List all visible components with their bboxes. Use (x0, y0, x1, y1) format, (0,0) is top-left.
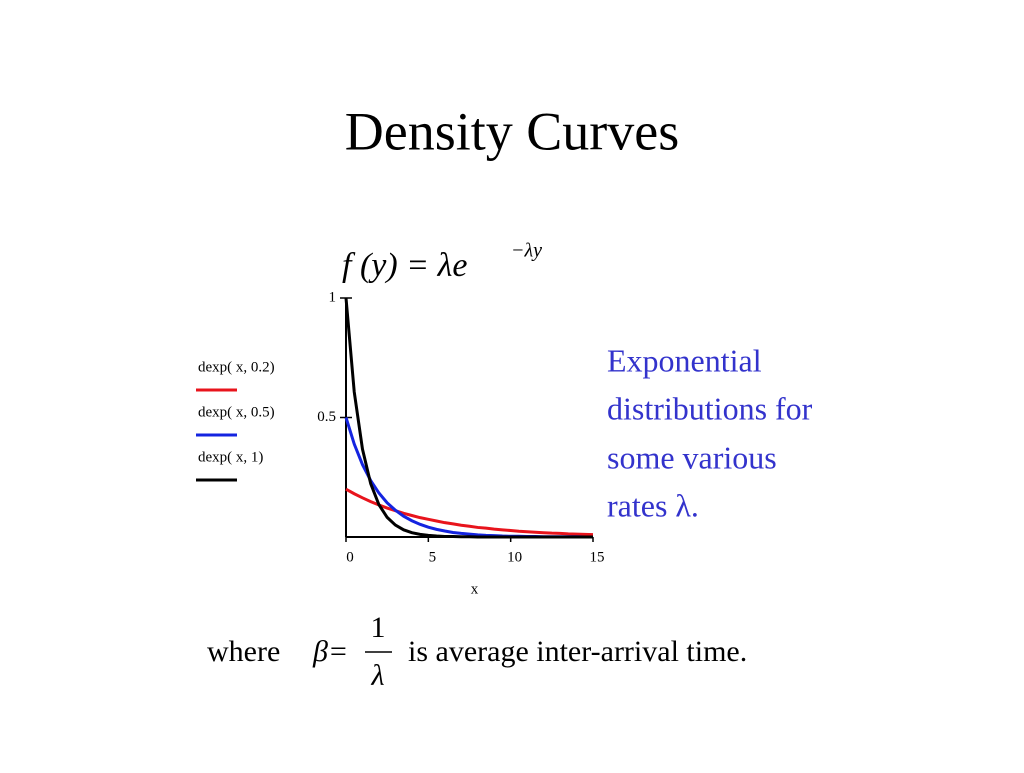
legend-label: dexp( x, 0.5) (198, 404, 275, 420)
y-tick-label: 0.5 (317, 409, 336, 425)
slide-title: Density Curves (345, 101, 679, 161)
legend-label: dexp( x, 0.2) (198, 359, 275, 375)
formula-exponent: −λy (511, 240, 542, 262)
x-tick-label: 0 (346, 549, 354, 565)
x-tick-label: 15 (590, 549, 605, 565)
legend-label: dexp( x, 1) (198, 449, 263, 465)
x-tick-label: 5 (429, 549, 437, 565)
note-line: Exponential (607, 342, 762, 378)
x-axis-label: x (471, 581, 479, 597)
series-line (344, 417, 593, 539)
footer-lhs: β= (312, 635, 348, 668)
note-line: distributions for (607, 390, 813, 426)
series-line (345, 487, 594, 537)
note-line: some various (607, 439, 777, 475)
footer-suffix: is average inter-arrival time. (408, 635, 747, 668)
footer-denominator: λ (371, 659, 385, 692)
series-line (344, 297, 593, 539)
x-tick-label: 10 (507, 549, 522, 565)
footer: where β= 1 λ is average inter-arrival ti… (207, 611, 747, 692)
footer-prefix: where (207, 635, 280, 668)
note-line: rates λ. (607, 487, 699, 523)
footer-numerator: 1 (371, 611, 386, 644)
note: Exponential distributions for some vario… (607, 342, 813, 523)
formula: f (y) = λe (342, 247, 467, 284)
y-tick-label: 1 (329, 289, 337, 305)
